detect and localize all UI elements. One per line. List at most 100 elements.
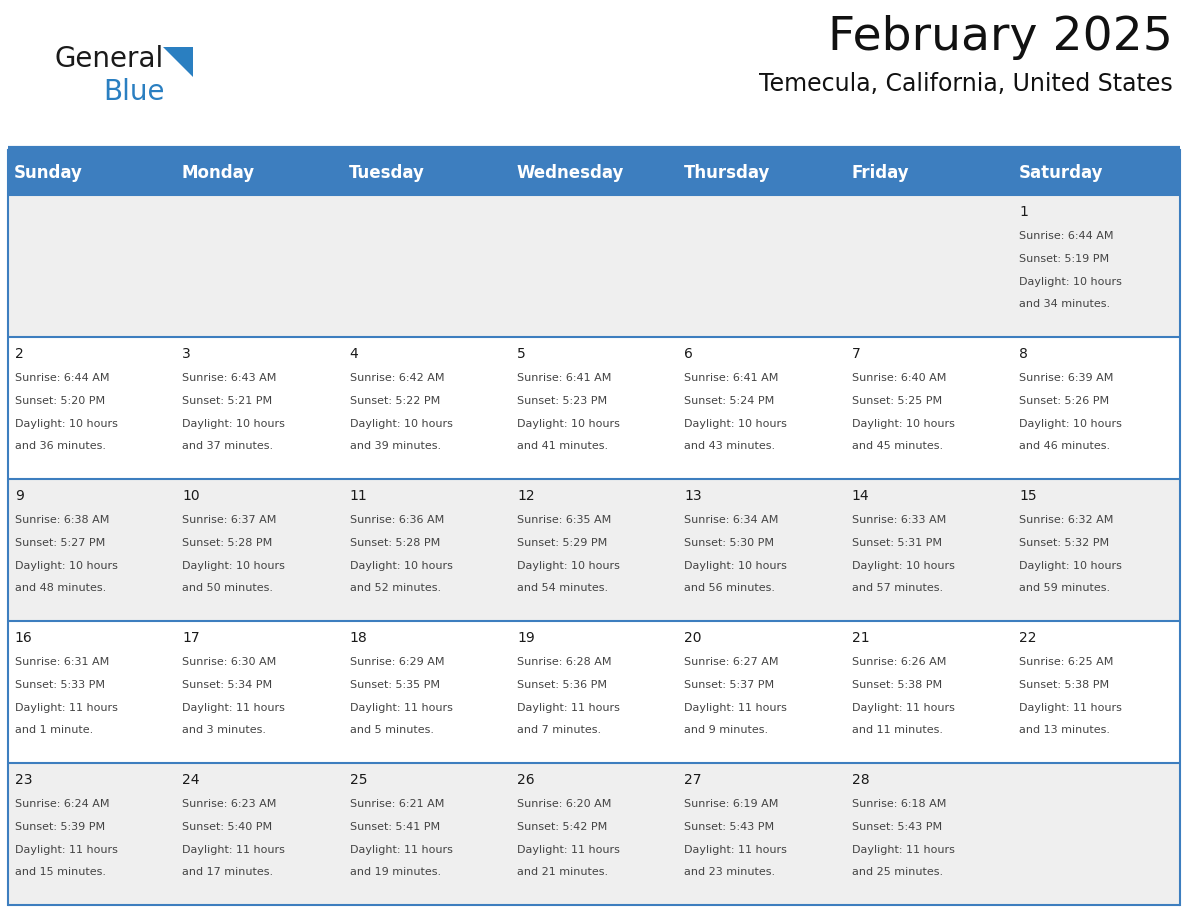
Text: Friday: Friday — [851, 163, 909, 182]
Text: Sunrise: 6:37 AM: Sunrise: 6:37 AM — [182, 515, 277, 525]
Text: 27: 27 — [684, 773, 702, 787]
Text: Sunset: 5:25 PM: Sunset: 5:25 PM — [852, 396, 942, 406]
Bar — [8, 479, 176, 621]
Text: Sunrise: 6:38 AM: Sunrise: 6:38 AM — [14, 515, 109, 525]
Text: Sunrise: 6:25 AM: Sunrise: 6:25 AM — [1019, 657, 1113, 667]
Text: and 46 minutes.: and 46 minutes. — [1019, 442, 1111, 452]
Text: 16: 16 — [14, 631, 32, 645]
Text: Sunset: 5:33 PM: Sunset: 5:33 PM — [14, 680, 105, 690]
Text: Sunrise: 6:32 AM: Sunrise: 6:32 AM — [1019, 515, 1113, 525]
Text: Sunset: 5:43 PM: Sunset: 5:43 PM — [684, 822, 775, 832]
Text: Daylight: 11 hours: Daylight: 11 hours — [852, 702, 955, 712]
Text: and 43 minutes.: and 43 minutes. — [684, 442, 776, 452]
Text: Sunrise: 6:19 AM: Sunrise: 6:19 AM — [684, 800, 779, 809]
Text: Daylight: 11 hours: Daylight: 11 hours — [852, 845, 955, 855]
Bar — [677, 337, 845, 479]
Text: and 56 minutes.: and 56 minutes. — [684, 583, 776, 593]
Text: 20: 20 — [684, 631, 702, 645]
Text: 14: 14 — [852, 489, 870, 503]
Text: and 36 minutes.: and 36 minutes. — [14, 442, 106, 452]
Text: Sunset: 5:27 PM: Sunset: 5:27 PM — [14, 538, 105, 548]
Bar — [1012, 479, 1180, 621]
Text: Sunset: 5:37 PM: Sunset: 5:37 PM — [684, 680, 775, 690]
Text: Sunrise: 6:21 AM: Sunrise: 6:21 AM — [349, 800, 444, 809]
Text: Daylight: 10 hours: Daylight: 10 hours — [349, 561, 453, 571]
Text: 26: 26 — [517, 773, 535, 787]
Bar — [1012, 337, 1180, 479]
Text: Tuesday: Tuesday — [349, 163, 424, 182]
Bar — [1012, 621, 1180, 763]
Text: 24: 24 — [182, 773, 200, 787]
Text: Sunset: 5:29 PM: Sunset: 5:29 PM — [517, 538, 607, 548]
Text: Daylight: 11 hours: Daylight: 11 hours — [517, 702, 620, 712]
Text: 28: 28 — [852, 773, 870, 787]
Text: Sunrise: 6:39 AM: Sunrise: 6:39 AM — [1019, 374, 1113, 383]
Text: 1: 1 — [1019, 205, 1028, 218]
Bar — [1012, 195, 1180, 337]
Text: Daylight: 10 hours: Daylight: 10 hours — [517, 419, 620, 429]
Text: Sunrise: 6:20 AM: Sunrise: 6:20 AM — [517, 800, 612, 809]
Text: Monday: Monday — [182, 163, 254, 182]
Text: 11: 11 — [349, 489, 367, 503]
Text: Sunrise: 6:34 AM: Sunrise: 6:34 AM — [684, 515, 779, 525]
Text: and 23 minutes.: and 23 minutes. — [684, 868, 776, 878]
Text: 13: 13 — [684, 489, 702, 503]
Text: Sunset: 5:19 PM: Sunset: 5:19 PM — [1019, 254, 1110, 264]
Text: Sunrise: 6:23 AM: Sunrise: 6:23 AM — [182, 800, 277, 809]
Text: Sunrise: 6:44 AM: Sunrise: 6:44 AM — [14, 374, 109, 383]
Text: Daylight: 10 hours: Daylight: 10 hours — [684, 561, 788, 571]
Text: 15: 15 — [1019, 489, 1037, 503]
Text: and 3 minutes.: and 3 minutes. — [182, 725, 266, 735]
Bar — [677, 479, 845, 621]
Text: Sunset: 5:36 PM: Sunset: 5:36 PM — [517, 680, 607, 690]
Text: and 50 minutes.: and 50 minutes. — [182, 583, 273, 593]
Text: Blue: Blue — [103, 78, 164, 106]
Bar — [8, 195, 176, 337]
Bar — [511, 479, 677, 621]
Text: Daylight: 10 hours: Daylight: 10 hours — [1019, 561, 1123, 571]
Text: Sunset: 5:24 PM: Sunset: 5:24 PM — [684, 396, 775, 406]
Text: 25: 25 — [349, 773, 367, 787]
Text: Sunrise: 6:24 AM: Sunrise: 6:24 AM — [14, 800, 109, 809]
Text: Sunrise: 6:41 AM: Sunrise: 6:41 AM — [517, 374, 612, 383]
Text: 9: 9 — [14, 489, 24, 503]
Text: 21: 21 — [852, 631, 870, 645]
Bar — [677, 763, 845, 905]
Text: and 19 minutes.: and 19 minutes. — [349, 868, 441, 878]
Bar — [176, 195, 343, 337]
Text: Daylight: 10 hours: Daylight: 10 hours — [182, 561, 285, 571]
Text: Thursday: Thursday — [683, 163, 770, 182]
Text: Sunrise: 6:36 AM: Sunrise: 6:36 AM — [349, 515, 444, 525]
Bar — [343, 621, 511, 763]
Text: Sunday: Sunday — [14, 163, 83, 182]
Text: Daylight: 11 hours: Daylight: 11 hours — [1019, 702, 1123, 712]
Text: and 41 minutes.: and 41 minutes. — [517, 442, 608, 452]
Text: Daylight: 10 hours: Daylight: 10 hours — [852, 561, 955, 571]
Text: Sunrise: 6:43 AM: Sunrise: 6:43 AM — [182, 374, 277, 383]
Text: Sunset: 5:35 PM: Sunset: 5:35 PM — [349, 680, 440, 690]
Text: 10: 10 — [182, 489, 200, 503]
Text: 4: 4 — [349, 347, 359, 361]
Text: Daylight: 10 hours: Daylight: 10 hours — [1019, 419, 1123, 429]
Bar — [8, 150, 1180, 195]
Text: 18: 18 — [349, 631, 367, 645]
Text: Sunset: 5:38 PM: Sunset: 5:38 PM — [1019, 680, 1110, 690]
Bar — [1012, 763, 1180, 905]
Text: and 45 minutes.: and 45 minutes. — [852, 442, 943, 452]
Text: Wednesday: Wednesday — [516, 163, 624, 182]
Text: 12: 12 — [517, 489, 535, 503]
Bar — [845, 479, 1012, 621]
Text: and 34 minutes.: and 34 minutes. — [1019, 299, 1111, 309]
Bar — [343, 195, 511, 337]
Text: Daylight: 11 hours: Daylight: 11 hours — [14, 845, 118, 855]
Text: Daylight: 11 hours: Daylight: 11 hours — [349, 845, 453, 855]
Text: and 59 minutes.: and 59 minutes. — [1019, 583, 1111, 593]
Text: and 21 minutes.: and 21 minutes. — [517, 868, 608, 878]
Bar — [511, 195, 677, 337]
Text: 5: 5 — [517, 347, 526, 361]
Text: 7: 7 — [852, 347, 860, 361]
Text: Sunset: 5:42 PM: Sunset: 5:42 PM — [517, 822, 607, 832]
Text: and 1 minute.: and 1 minute. — [14, 725, 93, 735]
Polygon shape — [163, 47, 192, 77]
Text: and 15 minutes.: and 15 minutes. — [14, 868, 106, 878]
